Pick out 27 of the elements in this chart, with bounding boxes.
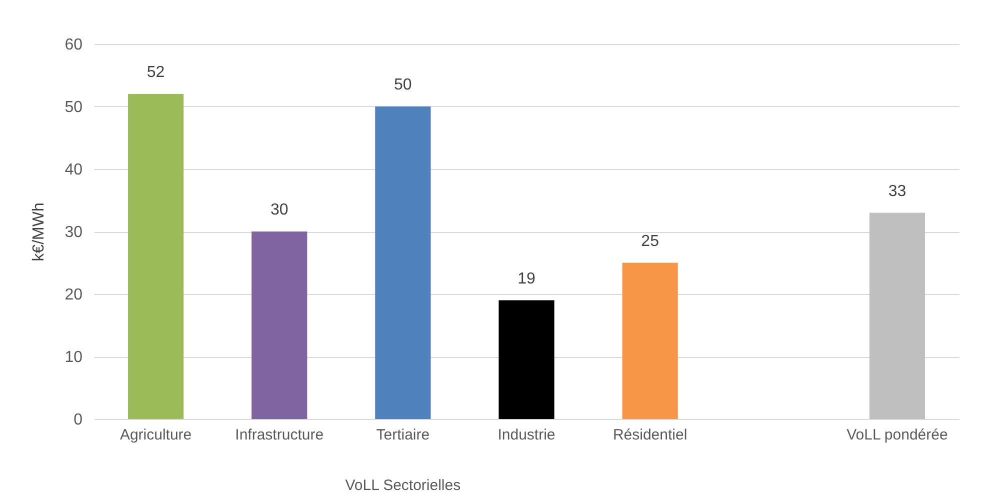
y-axis-title: k€/MWh [30,202,48,262]
bar [869,212,926,419]
y-tick-label: 50 [64,99,83,116]
x-tick-label: Résidentiel [612,426,688,444]
data-label: 25 [641,232,660,250]
bar [622,262,678,419]
y-tick-label: 40 [64,162,83,178]
x-tick-label: VoLL pondérée [846,426,948,444]
y-tick-label: 0 [74,412,83,428]
data-label: 30 [270,202,288,218]
x-tick-label: Tertiaire [376,426,430,444]
data-label: 50 [394,76,412,94]
x-tick-label: Industrie [498,426,556,444]
x-tick-label: Infrastructure [235,426,324,444]
data-label: 33 [888,182,906,200]
bar [498,300,554,419]
data-label: 19 [518,270,536,288]
y-tick-label: 20 [64,286,83,304]
bar [375,106,431,419]
y-tick-label: 60 [64,36,83,54]
data-label: 52 [146,64,165,81]
bar [252,232,308,419]
y-tick-label: 10 [64,349,83,366]
x-tick-label: Agriculture [120,426,192,444]
y-tick-label: 30 [64,224,83,241]
bar [128,94,184,419]
text: VoLL Sectorielles [345,477,461,494]
